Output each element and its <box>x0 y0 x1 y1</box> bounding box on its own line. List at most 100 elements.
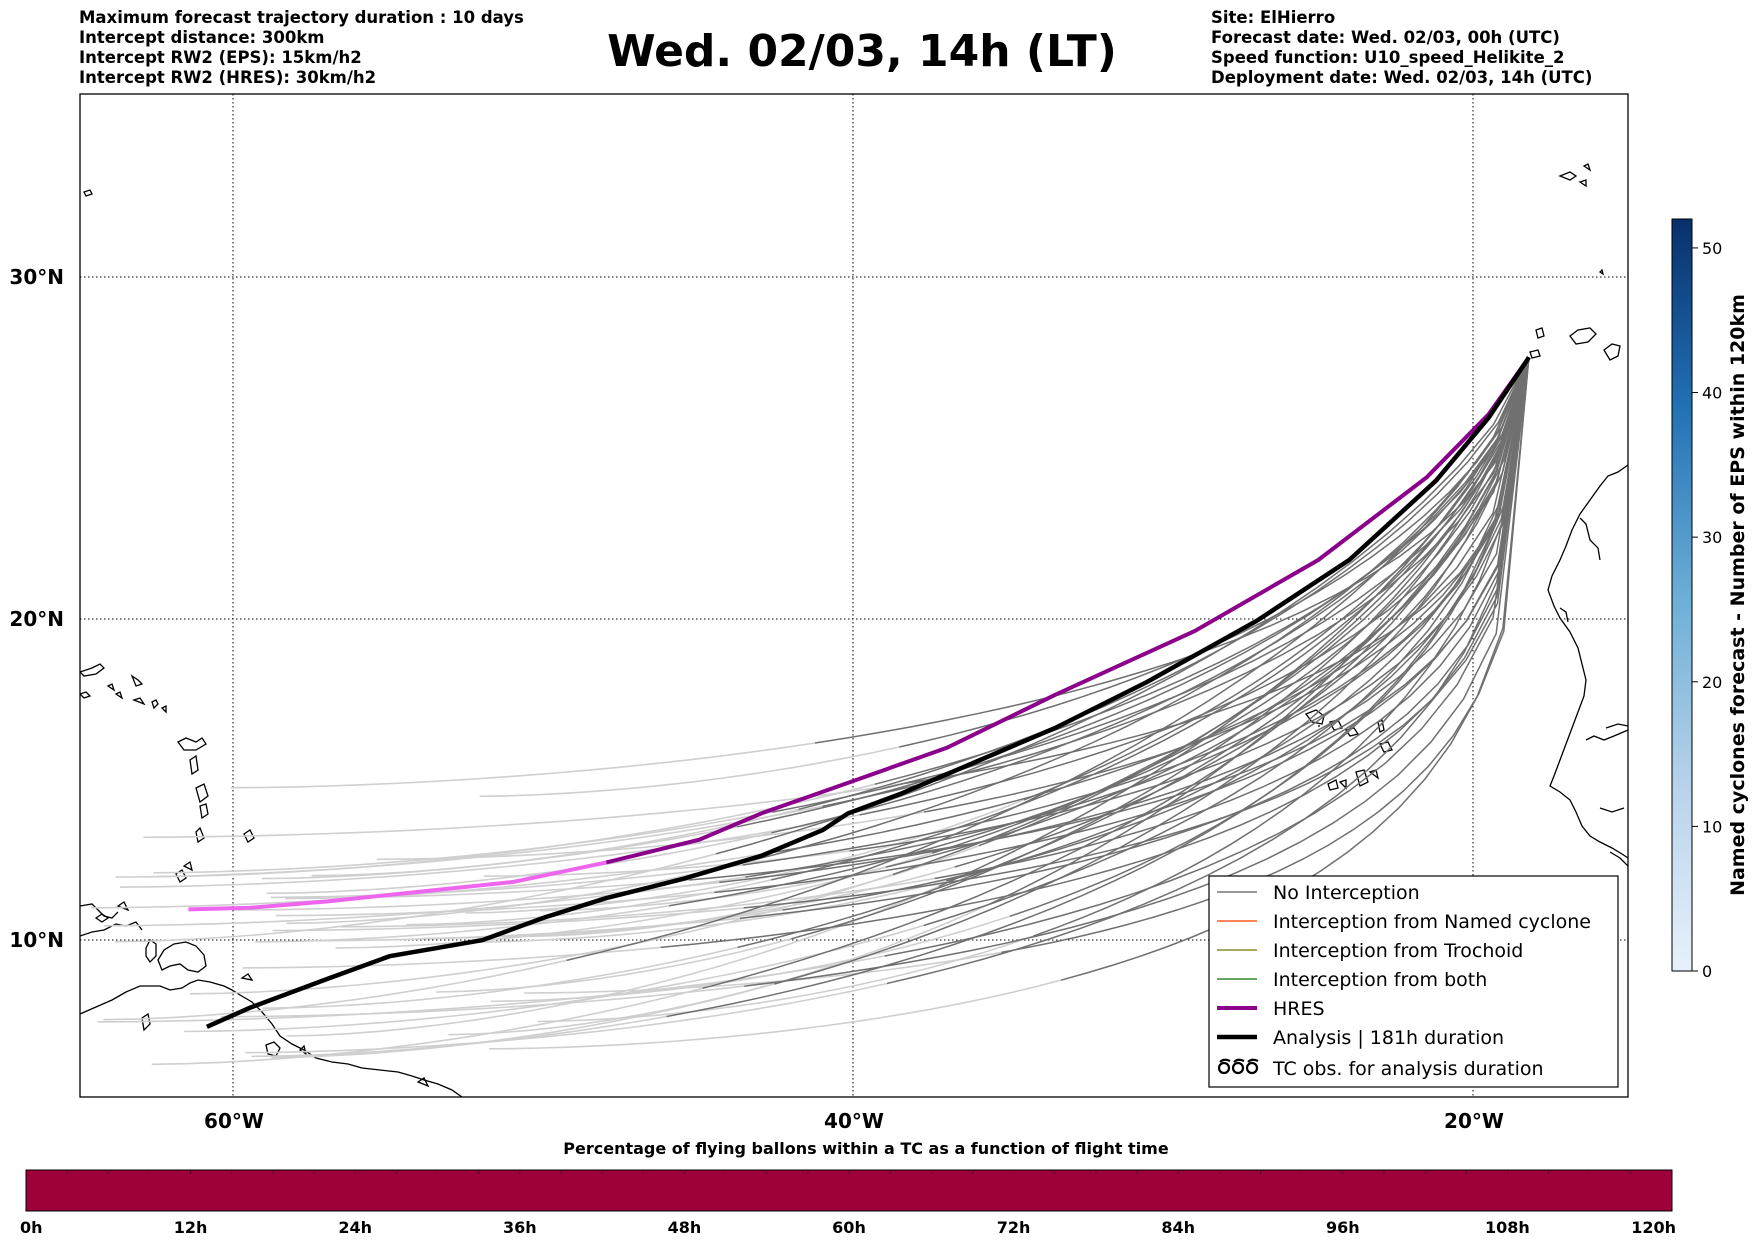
coast-africa <box>1547 464 1628 859</box>
coast-cape-verde-santo-antao <box>1304 709 1325 725</box>
right-colorbar-tick-label: 20 <box>1702 673 1722 692</box>
coast-antigua <box>151 699 159 710</box>
ensemble-trajectory-late <box>120 814 860 888</box>
coast-st-lucia <box>199 803 209 820</box>
legend: No Interception Interception from Named … <box>1208 875 1619 1088</box>
coast-south-america <box>80 979 463 1097</box>
trajectories-no-interception <box>566 357 1530 1018</box>
coast-tobago <box>240 973 254 981</box>
right-colorbar-ticks: 0 10 20 30 40 50 <box>1692 239 1722 981</box>
coast-colombia-north <box>80 921 143 937</box>
coast-island-j <box>106 683 116 692</box>
ensemble-trajectory-late <box>261 826 738 880</box>
bottom-colorbar-tick-label: 0h <box>20 1218 43 1237</box>
ensemble-trajectory-late <box>255 905 670 943</box>
bottom-colorbar-tick-label: 60h <box>832 1218 866 1237</box>
ensemble-trajectory <box>874 357 1530 786</box>
bottom-colorbar-tick-label: 12h <box>174 1218 208 1237</box>
coast-island-e <box>80 691 92 699</box>
coast-panama <box>80 903 119 919</box>
bottom-colorbar: Percentage of flying ballons within a TC… <box>20 1139 1676 1237</box>
coast-island-f <box>132 697 146 706</box>
lon-label-20w: 20°W <box>1444 1109 1504 1133</box>
legend-label-trochoid: Interception from Trochoid <box>1273 940 1523 962</box>
header-left-info: Maximum forecast trajectory duration : 1… <box>79 8 524 88</box>
bottom-colorbar-minor-ticks <box>66 1170 1632 1174</box>
coast-island-a <box>94 913 110 923</box>
hres-trajectory <box>605 356 1531 865</box>
legend-swatch-tc-obs-icon <box>1217 1058 1259 1075</box>
ensemble-trajectory <box>905 357 1530 785</box>
coast-martinique <box>195 783 209 804</box>
ensemble-trajectory-late <box>221 985 745 1018</box>
lon-label-60w: 60°W <box>204 1109 264 1133</box>
ensemble-trajectory <box>771 357 1530 834</box>
map-panel: 30°N 20°N 10°N 60°W 40°W 20°W No Interce… <box>9 93 1629 1133</box>
coast-virgin-islands <box>130 674 144 687</box>
coast-canary-lanzarote <box>1569 327 1597 345</box>
bottom-colorbar-ticks: 0h 12h 24h 36h 48h 60h 72h 84h 96h 108h 120h <box>20 1218 1676 1237</box>
coast-puerto-rico <box>80 663 105 677</box>
right-colorbar: 0 10 20 30 40 50 Named cyclones forecast - Nu… <box>1671 218 1749 981</box>
bottom-colorbar-tick-label: 72h <box>997 1218 1031 1237</box>
right-colorbar-tick-label: 40 <box>1702 384 1722 403</box>
ensemble-trajectory <box>736 357 1530 828</box>
ensemble-trajectory-late <box>272 907 744 932</box>
ensemble-trajectory <box>689 357 1530 881</box>
coast-islet <box>1598 268 1605 276</box>
ensemble-trajectory-late <box>153 811 773 874</box>
bottom-colorbar-tick-label: 84h <box>1161 1218 1195 1237</box>
lat-label-10n: 10°N <box>9 928 64 952</box>
coast-dominica <box>189 754 199 776</box>
ensemble-trajectory <box>798 357 1530 811</box>
coastlines <box>80 163 1628 1097</box>
coast-island-i <box>83 189 93 197</box>
header-left-line-2: Intercept distance: 300km <box>79 28 325 47</box>
ensemble-trajectory <box>745 357 1530 878</box>
header-right-line-2: Forecast date: Wed. 02/03, 00h (UTC) <box>1211 28 1560 47</box>
ensemble-trajectory-late <box>529 844 980 938</box>
header-left-line-4: Intercept RW2 (HRES): 30km/h2 <box>79 68 377 87</box>
page-title: Wed. 02/03, 14h (LT) <box>0 22 1752 82</box>
ensemble-trajectory-late <box>245 982 888 1054</box>
coast-canary-fuerteventura <box>1603 343 1621 361</box>
ensemble-trajectory <box>774 357 1530 985</box>
page-title-text: Wed. 02/03, 14h (LT) <box>607 26 1117 77</box>
lon-label-40w: 40°W <box>824 1109 884 1133</box>
header-right-line-3: Speed function: U10_speed_Helikite_2 <box>1211 48 1565 67</box>
lat-label-30n: 30°N <box>9 265 64 289</box>
ensemble-trajectory <box>814 357 1530 744</box>
coast-cape-verde-fogo <box>1327 779 1339 791</box>
coast-madeira <box>1558 171 1578 181</box>
ensemble-trajectory <box>666 357 1530 1018</box>
ensemble-trajectory-late <box>479 746 900 798</box>
right-colorbar-tick-label: 50 <box>1702 239 1722 258</box>
ensemble-trajectory <box>849 357 1530 852</box>
ensemble-trajectory <box>782 357 1530 911</box>
ensemble-trajectory-late <box>275 891 715 917</box>
ensemble-trajectory <box>885 357 1530 868</box>
ensemble-trajectory <box>752 357 1530 862</box>
right-colorbar-label: Named cyclones forecast - Number of EPS … <box>1727 294 1749 896</box>
coast-canary-tenerife <box>1529 349 1541 359</box>
coast-cape-verde-santiago <box>1355 769 1369 787</box>
ensemble-trajectory-late <box>151 783 875 878</box>
ensemble-trajectory-late <box>242 946 661 969</box>
legend-label-named-cyclone: Interception from Named cyclone <box>1273 911 1591 933</box>
ensemble-trajectory <box>923 357 1530 813</box>
coast-st-vincent <box>195 826 205 844</box>
bottom-colorbar-tick-label: 36h <box>503 1218 537 1237</box>
bottom-colorbar-tick-label: 96h <box>1326 1218 1360 1237</box>
header-right-info: Site: ElHierro Forecast date: Wed. 02/03… <box>1211 8 1592 88</box>
ensemble-trajectory <box>714 357 1530 894</box>
legend-label-both: Interception from both <box>1273 969 1487 991</box>
ensemble-trajectory-late <box>340 877 935 928</box>
ensemble-trajectory <box>1033 357 1530 937</box>
analysis-trajectory <box>205 356 1531 1029</box>
ensemble-trajectory-late <box>489 979 1062 1050</box>
ensemble-trajectory-late <box>151 987 703 1066</box>
coast-grenadines <box>182 860 193 872</box>
legend-label-analysis: Analysis | 181h duration <box>1273 1027 1504 1049</box>
ensemble-trajectory <box>923 357 1530 927</box>
